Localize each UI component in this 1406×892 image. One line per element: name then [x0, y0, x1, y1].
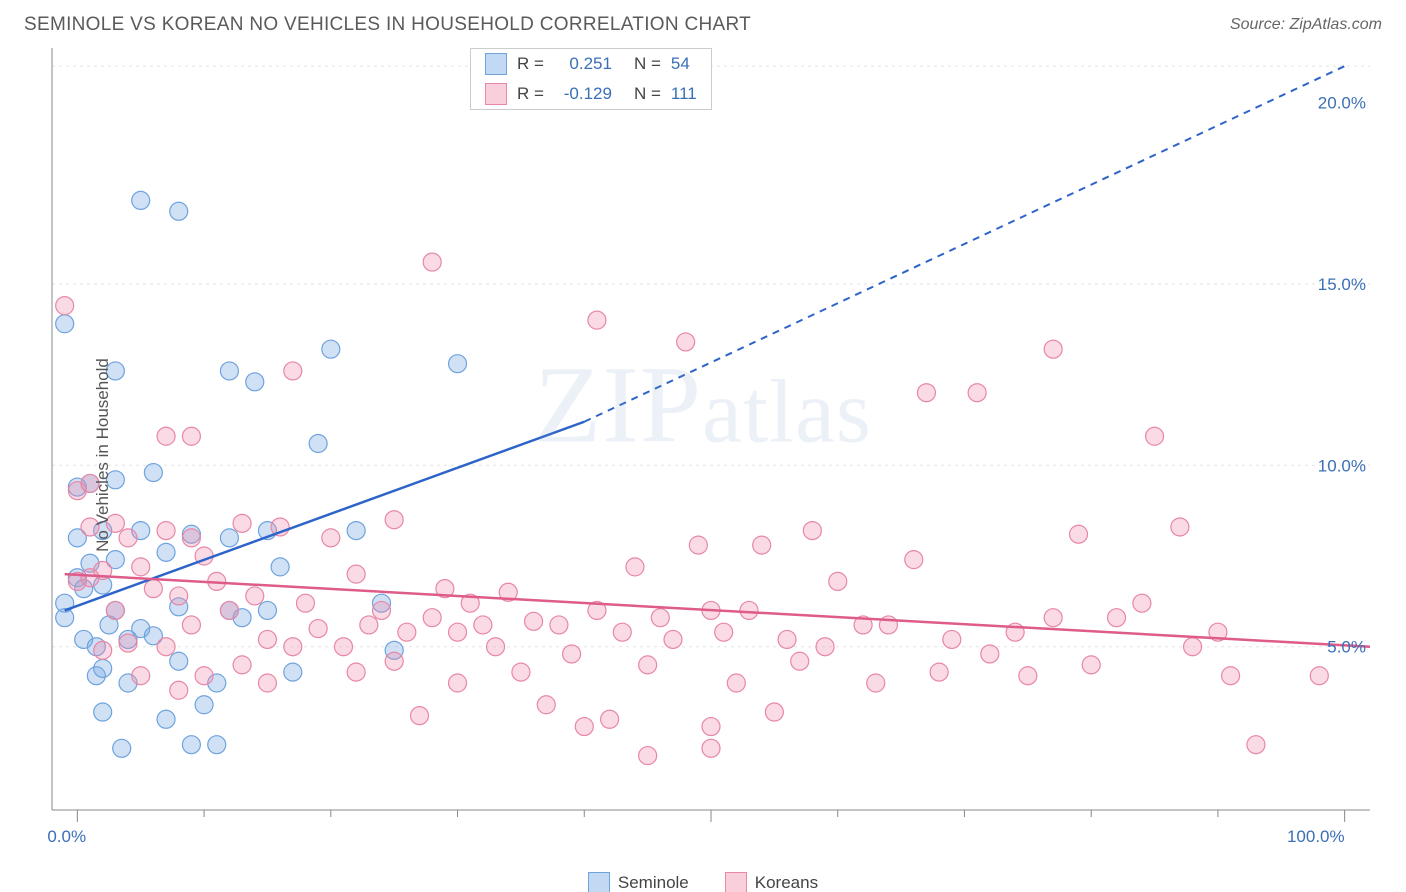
- n-value: 54: [671, 54, 690, 74]
- y-axis-label: No Vehicles in Household: [93, 358, 113, 552]
- legend-swatch: [485, 83, 507, 105]
- chart-area: No Vehicles in Household ZIPatlas 5.0%10…: [0, 40, 1406, 870]
- svg-text:10.0%: 10.0%: [1318, 456, 1366, 475]
- svg-text:20.0%: 20.0%: [1318, 93, 1366, 112]
- legend-swatch: [588, 872, 610, 892]
- n-label: N =: [634, 84, 661, 104]
- legend-row: R = -0.129 N = 111: [471, 79, 711, 109]
- chart-title: SEMINOLE VS KOREAN NO VEHICLES IN HOUSEH…: [24, 14, 751, 36]
- legend-item: Koreans: [725, 872, 818, 892]
- n-label: N =: [634, 54, 661, 74]
- legend-swatch: [725, 872, 747, 892]
- r-value: 0.251: [554, 54, 612, 74]
- source-label: Source: ZipAtlas.com: [1230, 16, 1382, 34]
- legend-row: R = 0.251 N = 54: [471, 49, 711, 79]
- svg-text:100.0%: 100.0%: [1287, 827, 1345, 846]
- r-value: -0.129: [554, 84, 612, 104]
- svg-text:5.0%: 5.0%: [1327, 638, 1366, 657]
- r-label: R =: [517, 54, 544, 74]
- n-value: 111: [671, 84, 697, 104]
- svg-text:15.0%: 15.0%: [1318, 275, 1366, 294]
- r-label: R =: [517, 84, 544, 104]
- legend-label: Koreans: [755, 873, 818, 892]
- series-legend: Seminole Koreans: [0, 872, 1406, 892]
- correlation-legend: R = 0.251 N = 54 R = -0.129 N = 111: [470, 48, 712, 110]
- scatter-chart: 5.0% 10.0% 15.0% 20.0% 0.0% 100.0%: [0, 40, 1406, 870]
- legend-item: Seminole: [588, 872, 689, 892]
- legend-swatch: [485, 53, 507, 75]
- legend-label: Seminole: [618, 873, 689, 892]
- svg-text:0.0%: 0.0%: [47, 827, 86, 846]
- header: SEMINOLE VS KOREAN NO VEHICLES IN HOUSEH…: [0, 0, 1406, 40]
